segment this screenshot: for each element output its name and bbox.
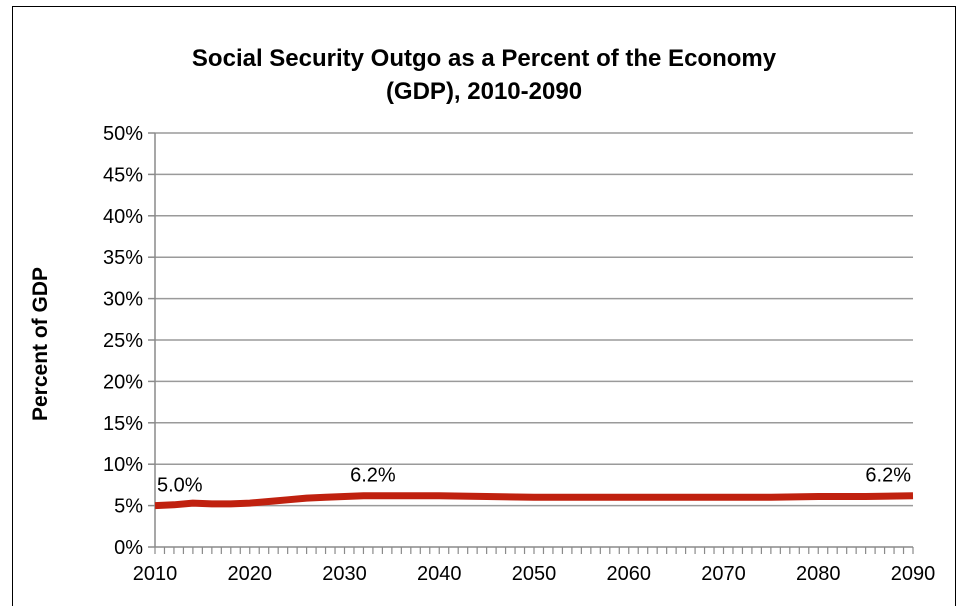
y-axis-label: Percent of GDP [29, 267, 52, 421]
x-tick-label: 2050 [512, 563, 557, 585]
y-tick-label: 15% [103, 413, 143, 435]
x-tick-label: 2020 [228, 563, 273, 585]
chart-title-line-1: Social Security Outgo as a Percent of th… [191, 45, 777, 72]
data-label: 5.0% [157, 475, 203, 497]
x-tick-label: 2090 [891, 563, 936, 585]
x-tick-label: 2030 [322, 563, 367, 585]
x-axis-ticks: 2010 2020 2030 2040 2050 2060 2070 2080 2090 [133, 547, 936, 585]
x-tick-label: 2010 [133, 563, 178, 585]
series-line-0 [154, 492, 914, 510]
y-tick-label: 5% [114, 496, 143, 518]
chart-title: Social Security Outgo as a Percent of th… [12, 42, 956, 108]
y-tick-label: 50% [103, 123, 143, 145]
y-tick-label: 20% [103, 371, 143, 393]
x-tick-label: 2040 [417, 563, 462, 585]
x-tick-label: 2080 [796, 563, 841, 585]
y-tick-label: 30% [103, 289, 143, 311]
data-labels: 5.0% 6.2% 6.2% [157, 465, 911, 497]
y-tick-label: 35% [103, 247, 143, 269]
y-tick-label: 0% [114, 537, 143, 559]
x-tick-label: 2060 [607, 563, 652, 585]
y-tick-label: 45% [103, 164, 143, 186]
grid-lines [155, 132, 913, 507]
chart-title-line-2: (GDP), 2010-2090 [385, 78, 583, 105]
data-label: 6.2% [350, 465, 396, 487]
y-tick-label: 40% [103, 206, 143, 228]
y-axis-ticks: 0% 5% 10% 15% 20% 25% 30% 35% 40% 45% 50% [103, 123, 155, 559]
x-tick-label: 2070 [701, 563, 746, 585]
series-group [154, 492, 914, 510]
y-tick-label: 25% [103, 330, 143, 352]
y-tick-label: 10% [103, 454, 143, 476]
data-label: 6.2% [865, 465, 911, 487]
